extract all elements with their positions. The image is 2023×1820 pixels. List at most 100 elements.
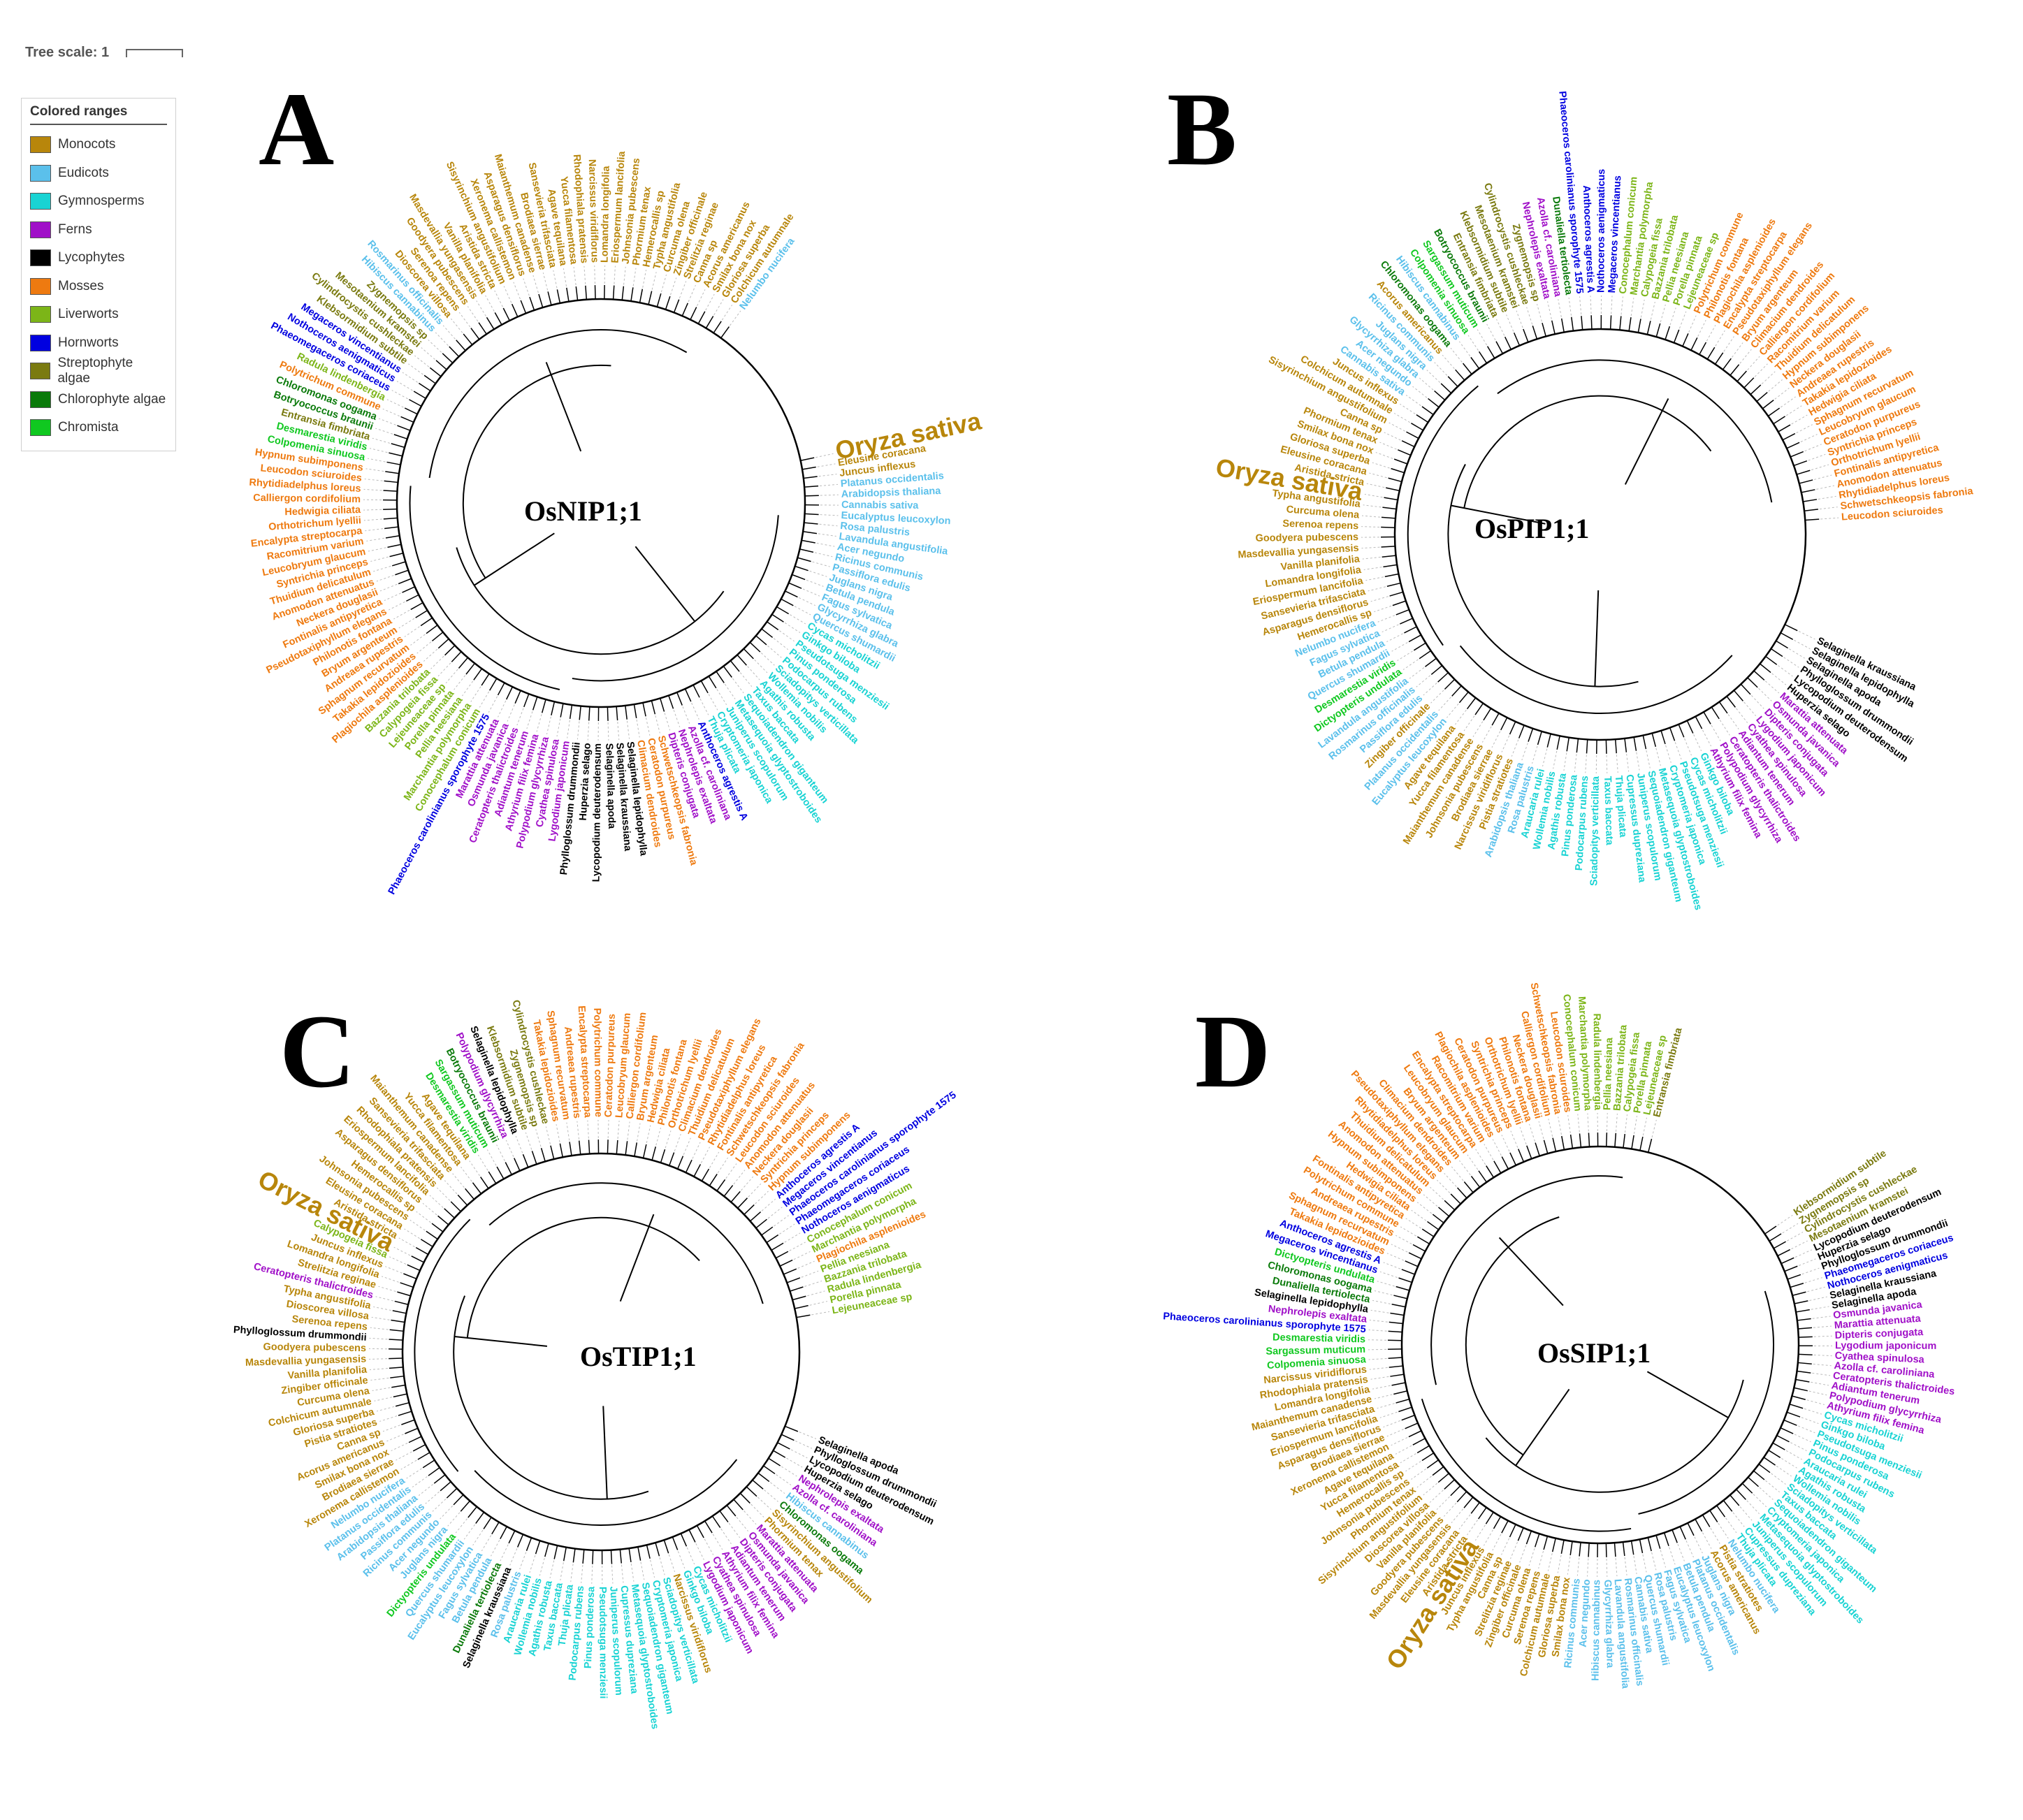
leaf-guide [1506, 314, 1514, 332]
leaf-branch [389, 452, 403, 457]
leaf-branch [781, 598, 794, 606]
leaf-branch [398, 1411, 412, 1416]
leaf-branch [804, 495, 819, 497]
leaf-branch [1381, 546, 1395, 548]
leaf-guide [1794, 1249, 1812, 1258]
leaf-branch [405, 1427, 419, 1434]
leaf-branch [426, 625, 438, 634]
leaf-branch [783, 1268, 797, 1275]
leaf-branch [531, 1151, 537, 1165]
tree-scale-label: Tree scale: 1 [25, 45, 110, 60]
leaf-guide [1542, 748, 1548, 767]
leaf-branch [394, 1300, 409, 1305]
leaf-branch [563, 1547, 567, 1561]
leaf-guide [1711, 725, 1721, 741]
leaf-guide [1719, 720, 1730, 736]
leaf-guide [536, 714, 542, 732]
leaf-branch [1447, 376, 1458, 387]
leaf-branch [651, 700, 656, 715]
leaf-branch [1463, 1497, 1474, 1508]
leaf-guide [402, 372, 418, 383]
leaf-guide [412, 1476, 428, 1487]
leaf-branch [1706, 347, 1716, 360]
legend-item: Gymnosperms [30, 187, 167, 216]
leaf-guide [1400, 1453, 1416, 1464]
leaf-branch [1588, 1133, 1590, 1147]
leaf-branch [768, 1457, 781, 1466]
leaf-guide [1665, 745, 1672, 763]
leaf-branch [1552, 1137, 1557, 1152]
legend-item: Ferns [30, 216, 167, 245]
leaf-branch [529, 296, 535, 311]
leaf-guide [1436, 1496, 1450, 1510]
leaf-branch [761, 1226, 774, 1236]
leaf-branch [690, 307, 697, 320]
leaf-guide [1746, 1500, 1760, 1515]
leaf-guide [516, 708, 524, 726]
leaf-guide [505, 1140, 514, 1157]
leaf-guide [1532, 745, 1538, 764]
leaf-branch [750, 1211, 762, 1222]
leaf-branch [1444, 1479, 1456, 1490]
leaf-branch [391, 443, 405, 449]
leaf-branch [397, 1291, 411, 1297]
leaf-branch [508, 1530, 516, 1544]
leaf-guide [1625, 1114, 1628, 1133]
leaf-guide [1808, 453, 1826, 461]
leaf-branch [1673, 329, 1680, 343]
leaf-branch [1789, 1404, 1804, 1409]
leaf-branch [1458, 691, 1469, 704]
leaf-branch [663, 1540, 669, 1554]
leaf-label: Sargassum muticum [1266, 1344, 1365, 1357]
leaf-guide [591, 1565, 593, 1584]
leaf-branch [1391, 467, 1405, 474]
leaf-branch [1390, 1374, 1405, 1377]
leaf-guide [507, 704, 515, 722]
leaf-branch [1518, 1149, 1525, 1163]
leaf-guide [627, 1121, 630, 1140]
leaf-guide [1816, 485, 1834, 490]
legend-item: Eudicots [30, 159, 167, 188]
leaf-branch [569, 704, 573, 719]
leaf-branch [553, 1545, 558, 1559]
leaf-branch [435, 360, 447, 370]
leaf-guide [1807, 1286, 1825, 1293]
legend-label: Monocots [58, 137, 116, 152]
leaf-guide [1642, 1554, 1647, 1573]
leaf-guide [1813, 474, 1832, 480]
leaf-guide [1475, 1149, 1486, 1165]
leaf-branch [1770, 648, 1783, 657]
leaf-branch [743, 648, 754, 660]
leaf-branch [1778, 424, 1791, 432]
leaf-branch [651, 1146, 656, 1160]
leaf-guide [410, 634, 426, 646]
leaf-guide [1567, 1556, 1571, 1575]
leaf-guide [712, 1534, 723, 1550]
leaf-branch [665, 296, 671, 310]
leaf-guide [486, 1149, 497, 1166]
leaf-branch [733, 1499, 744, 1510]
legend-item: Chromista [30, 414, 167, 442]
leaf-guide [797, 1260, 815, 1269]
leaf-branch [655, 1542, 660, 1557]
panel-letter: B [1167, 71, 1237, 187]
tree-ring [1400, 1145, 1800, 1545]
leaf-guide [577, 721, 580, 740]
leaf-guide [806, 579, 824, 587]
leaf-branch [1526, 1145, 1532, 1159]
leaf-branch [1628, 316, 1632, 332]
leaf-branch [1537, 731, 1542, 745]
leaf-branch [761, 628, 774, 639]
leaf-guide [767, 1207, 783, 1219]
leaf-branch [700, 680, 709, 694]
leaf-branch [442, 353, 454, 364]
tree-branch [1646, 1371, 1729, 1418]
leaf-branch [1486, 346, 1495, 359]
leaf-branch [389, 1339, 403, 1341]
leaf-guide [1383, 1262, 1401, 1269]
legend-item: Chlorophyte algae [30, 386, 167, 414]
leaf-guide [1383, 1420, 1401, 1428]
leaf-branch [431, 632, 444, 642]
leaf-guide [818, 533, 836, 537]
leaf-guide [1630, 298, 1634, 316]
